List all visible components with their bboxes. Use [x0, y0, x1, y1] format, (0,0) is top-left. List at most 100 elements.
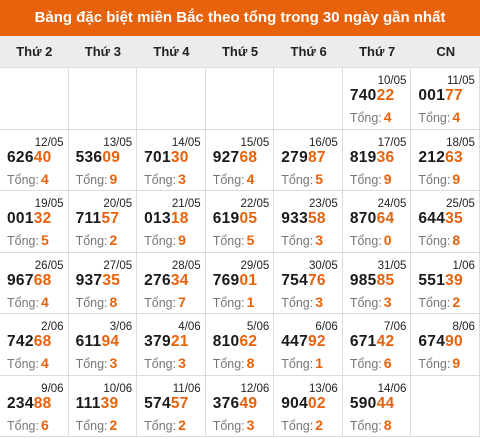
sum-value: 6: [40, 416, 49, 433]
special-number: 37649: [213, 395, 258, 413]
sum-value: 5: [315, 170, 324, 187]
special-number: 93358: [281, 210, 326, 228]
day-cell: 28/05 27634 Tổng: 7: [137, 252, 206, 314]
sum-value: 9: [109, 170, 118, 187]
cell-date: 1/06: [452, 259, 475, 272]
sum-label: Tổng:: [281, 418, 314, 433]
number-tail: 57: [101, 210, 120, 227]
special-number: 64435: [418, 210, 463, 228]
sum-label: Tổng:: [75, 357, 108, 371]
special-number: 74022: [350, 87, 395, 105]
cell-date: 2/06: [41, 321, 64, 333]
number-prefix: 551: [418, 271, 446, 289]
cell-date: 11/06: [172, 382, 201, 395]
sum-value: 4: [40, 355, 49, 371]
number-tail: 34: [170, 271, 189, 289]
sum-value: 8: [246, 355, 255, 371]
weekday-header: Thứ 2 Thứ 3 Thứ 4 Thứ 5 Thứ 6 Thứ 7 CN: [0, 36, 480, 68]
number-tail: 64: [376, 210, 395, 227]
sum-row: Tổng: 8: [76, 294, 118, 310]
special-number: 81062: [213, 333, 258, 351]
number-prefix: 212: [418, 148, 446, 166]
sum-row: Tổng: 9: [350, 171, 392, 187]
day-cell: 2/06 74268 Tổng: 4: [0, 314, 69, 376]
sum-row: Tổng: 4: [7, 355, 49, 371]
day-cell: 22/05 61905 Tổng: 5: [205, 191, 275, 253]
day-cell: 11/06 57457 Tổng: 2: [137, 375, 206, 437]
cell-date: 15/05: [240, 136, 270, 149]
number-prefix: 967: [7, 271, 34, 289]
number-prefix: 279: [281, 148, 309, 166]
day-cell: 21/05 01318 Tổng: 9: [137, 191, 206, 253]
number-prefix: 111: [75, 394, 101, 412]
sum-row: Tổng: 1: [281, 355, 323, 371]
cell-date: 22/05: [240, 198, 270, 210]
sum-row: Tổng: 4: [418, 109, 460, 125]
sum-label: Tổng:: [144, 357, 177, 371]
cell-date: 8/06: [452, 321, 475, 333]
sum-value: 5: [246, 232, 255, 248]
day-cell: 12/06 37649 Tổng: 3: [205, 375, 275, 437]
number-prefix: 754: [281, 271, 309, 289]
sum-value: 1: [246, 293, 255, 310]
sum-row: Tổng: 4: [7, 294, 49, 310]
cell-date: 10/06: [103, 382, 133, 395]
sum-label: Tổng:: [418, 172, 451, 187]
number-prefix: 644: [418, 210, 446, 227]
special-number: 21263: [418, 149, 463, 167]
sum-row: Tổng: 8: [213, 355, 255, 371]
cell-date: 21/05: [171, 198, 201, 210]
special-number: 01318: [144, 210, 189, 228]
cell-date: 26/05: [34, 259, 64, 272]
sum-row: Tổng: 0: [350, 232, 392, 248]
sum-value: 3: [246, 416, 255, 433]
table-title: Bảng đặc biệt miền Bắc theo tổng trong 3…: [0, 0, 480, 36]
sum-value: 2: [315, 416, 324, 433]
special-number: 67142: [350, 333, 395, 351]
sum-row: Tổng: 7: [144, 294, 186, 310]
number-tail: 90: [445, 333, 463, 350]
number-prefix: 234: [7, 394, 34, 412]
number-prefix: 674: [418, 333, 446, 350]
sum-label: Tổng:: [349, 418, 382, 433]
number-prefix: 574: [144, 394, 171, 412]
day-cell: 24/05 87064 Tổng: 0: [342, 191, 412, 253]
sum-label: Tổng:: [7, 357, 39, 371]
special-number: 75476: [281, 272, 326, 290]
cell-date: 10/05: [377, 75, 407, 87]
day-cell: 14/06 59044 Tổng: 8: [342, 375, 412, 437]
sum-label: Tổng:: [7, 172, 39, 187]
empty-cell: [137, 68, 206, 130]
sum-value: 3: [315, 232, 324, 248]
special-number: 87064: [350, 210, 395, 228]
number-prefix: 937: [75, 271, 103, 289]
sum-value: 5: [40, 232, 49, 248]
day-cell: 13/05 53609 Tổng: 9: [68, 129, 138, 191]
number-tail: 02: [308, 394, 326, 412]
sum-value: 3: [315, 293, 324, 310]
number-tail: 88: [33, 394, 52, 412]
sum-label: Tổng:: [212, 418, 245, 433]
weekday-thursday: Thứ 5: [221, 44, 259, 59]
day-cell: 11/05 00177 Tổng: 4: [411, 68, 480, 130]
number-prefix: 447: [281, 333, 309, 350]
calendar-grid: 10/05 74022 Tổng: 4 11/05 00177 Tổng: 4 12/05 626…: [0, 68, 480, 437]
day-cell: 31/05 98585 Tổng: 3: [342, 252, 412, 314]
day-cell: 15/05 92768 Tổng: 4: [205, 129, 275, 191]
number-prefix: 904: [281, 394, 309, 412]
day-cell: 5/06 81062 Tổng: 8: [205, 314, 275, 376]
number-tail: 44: [376, 394, 395, 412]
cell-date: 25/05: [446, 198, 475, 210]
sum-label: Tổng:: [7, 295, 39, 310]
sum-value: 9: [452, 170, 461, 187]
sum-label: Tổng:: [281, 357, 314, 371]
day-cell: 19/05 00132 Tổng: 5: [0, 191, 69, 253]
sum-row: Tổng: 4: [350, 109, 392, 125]
sum-value: 0: [383, 232, 392, 248]
special-number: 23488: [7, 395, 52, 413]
special-number: 61194: [76, 333, 120, 351]
number-tail: 85: [376, 271, 395, 289]
special-number: 74268: [7, 333, 52, 351]
sum-row: Tổng: 3: [281, 232, 323, 248]
